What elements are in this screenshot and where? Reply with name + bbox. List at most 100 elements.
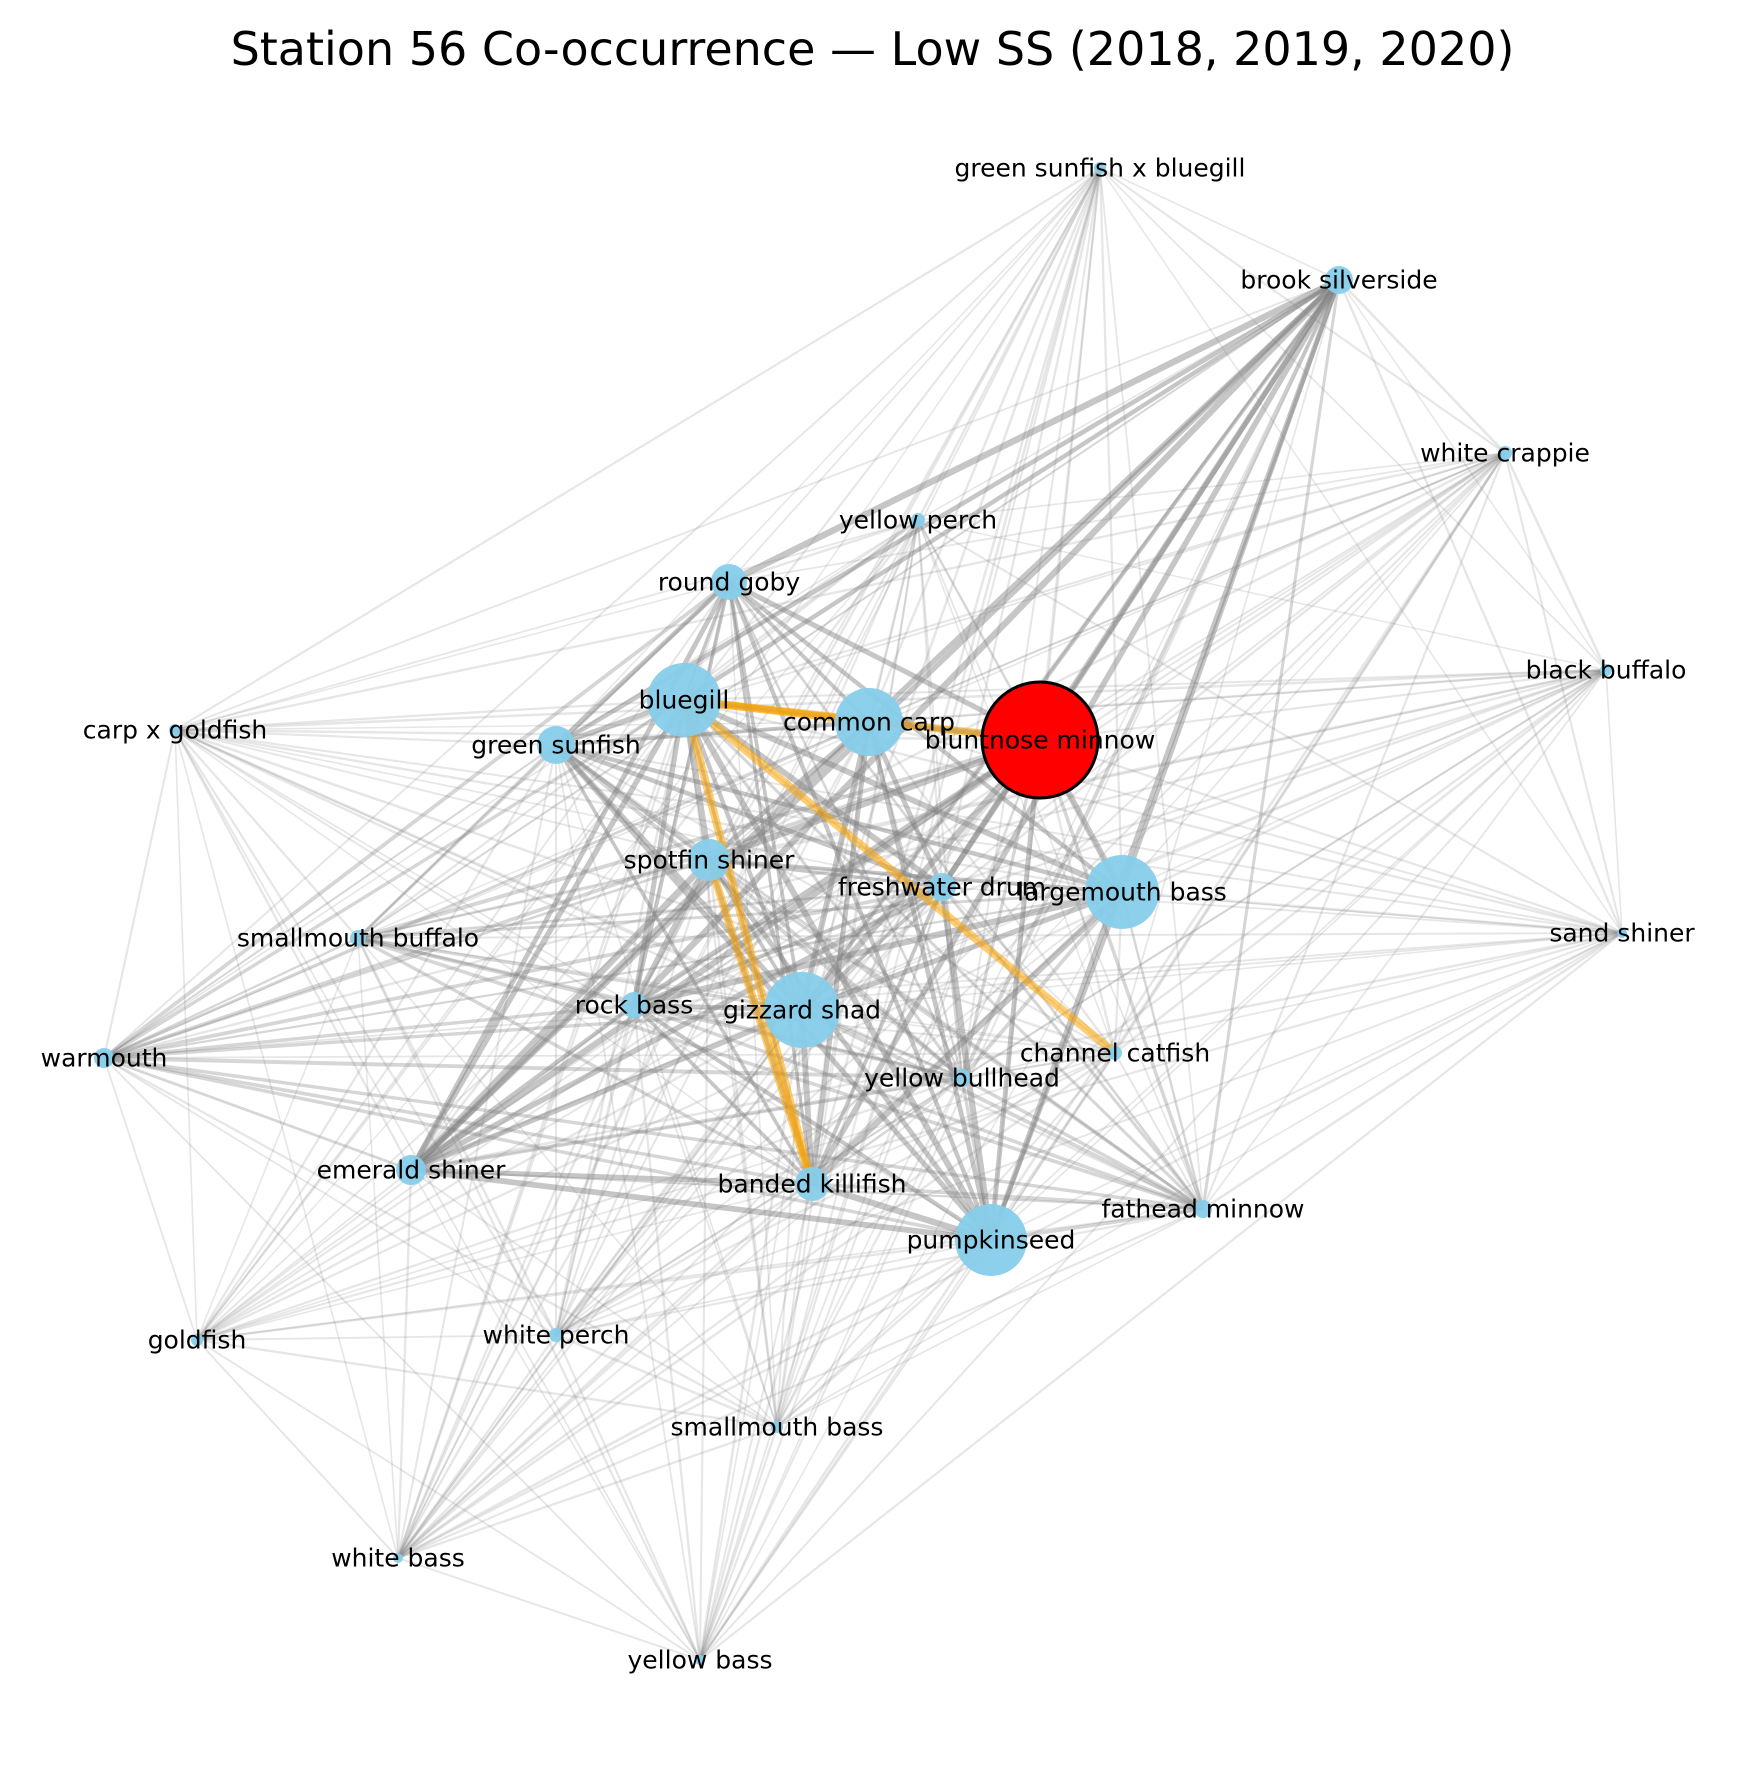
node-green-sunfish-x-bluegill[interactable] xyxy=(1094,162,1106,174)
edge-black-buffalo-smallmouth-bass xyxy=(776,669,1607,1428)
edge-sand-shiner-fathead-minnow xyxy=(1202,931,1623,1211)
edge-yellow-perch-round-goby xyxy=(728,518,919,584)
chart-title: Station 56 Co-occurrence — Low SS (2018,… xyxy=(230,22,1515,76)
edge-bluntnose-minnow-rock-bass xyxy=(632,737,1042,1008)
node-gizzard-shad[interactable] xyxy=(764,972,840,1048)
edge-largemouth-bass-white-perch xyxy=(555,891,1123,1336)
node-green-sunfish[interactable] xyxy=(537,726,575,764)
edge-smallmouth-buffalo-yellow-bass xyxy=(356,937,702,1661)
edge-white-crappie-pumpkinseed xyxy=(989,452,1507,1241)
edge-black-buffalo-yellow-bass xyxy=(699,669,1607,1661)
edge-green-sunfish-white-bass xyxy=(397,744,557,1559)
node-emerald-shiner[interactable] xyxy=(396,1155,426,1185)
edge-sand-shiner-yellow-bass xyxy=(699,932,1623,1661)
node-largemouth-bass[interactable] xyxy=(1085,855,1159,929)
edge-bluntnose-minnow-sand-shiner xyxy=(1039,738,1623,935)
node-banded-killifish[interactable] xyxy=(795,1167,829,1201)
edge-bluegill-carp-x-goldfish xyxy=(174,698,685,732)
node-yellow-perch[interactable] xyxy=(911,513,925,527)
edge-yellow-bullhead-fathead-minnow xyxy=(961,1076,1204,1211)
edge-spotfin-shiner-yellow-bullhead xyxy=(707,858,964,1080)
edge-carp-x-goldfish-gizzard-shad xyxy=(174,729,803,1011)
edge-white-crappie-gizzard-shad xyxy=(801,452,1506,1011)
node-label-carp-x-goldfish: carp x goldfish xyxy=(83,716,268,745)
edge-white-crappie-freshwater-drum xyxy=(941,452,1506,888)
edge-emerald-shiner-goldfish xyxy=(196,1169,412,1341)
edge-rock-bass-fathead-minnow xyxy=(633,1003,1204,1211)
edge-yellow-perch-black-buffalo xyxy=(917,519,1607,671)
edge-green-sunfish-x-bluegill-yellow-bullhead xyxy=(961,167,1101,1079)
node-common-carp[interactable] xyxy=(835,688,903,756)
edge-gizzard-shad-channel-catfish xyxy=(801,1009,1116,1054)
edge-smallmouth-bass-white-bass xyxy=(397,1425,778,1560)
node-smallmouth-bass[interactable] xyxy=(771,1421,783,1433)
node-brook-silverside[interactable] xyxy=(1325,266,1353,294)
edge-white-crappie-round-goby xyxy=(728,452,1506,583)
edge-smallmouth-buffalo-rock-bass xyxy=(357,936,635,1007)
edge-sand-shiner-goldfish xyxy=(196,931,1623,1342)
edge-rock-bass-smallmouth-bass xyxy=(633,1004,778,1428)
edge-bluntnose-minnow-gizzard-shad xyxy=(799,737,1043,1013)
node-label-pumpkinseed: pumpkinseed xyxy=(907,1226,1076,1255)
edge-brook-silverside-black-buffalo xyxy=(1338,279,1607,671)
node-bluegill[interactable] xyxy=(647,663,721,737)
edge-sand-shiner-warmouth xyxy=(103,932,1623,1059)
node-white-crappie[interactable] xyxy=(1498,446,1512,460)
edge-common-carp-white-perch xyxy=(555,721,870,1336)
node-yellow-bullhead[interactable] xyxy=(953,1069,971,1087)
node-label-freshwater-drum: freshwater drum xyxy=(838,873,1046,902)
edge-smallmouth-buffalo-banded-killifish xyxy=(357,936,813,1186)
edge-bluegill-smallmouth-bass xyxy=(682,699,779,1428)
node-warmouth[interactable] xyxy=(94,1048,114,1068)
edge-banded-killifish-fathead-minnow xyxy=(811,1182,1204,1211)
edge-spotfin-shiner-rock-bass xyxy=(631,858,712,1007)
node-pumpkinseed[interactable] xyxy=(955,1204,1027,1276)
edge-spotfin-shiner-smallmouth-buffalo xyxy=(357,858,710,940)
node-carp-x-goldfish[interactable] xyxy=(169,724,181,736)
node-goldfish[interactable] xyxy=(191,1334,203,1346)
edge-black-buffalo-warmouth xyxy=(103,668,1607,1060)
edge-brook-silverside-white-bass xyxy=(397,279,1340,1559)
node-label-sand-shiner: sand shiner xyxy=(1549,919,1695,948)
node-sand-shiner[interactable] xyxy=(1617,928,1627,938)
node-yellow-bass[interactable] xyxy=(695,1655,705,1665)
node-bluntnose-minnow[interactable] xyxy=(980,680,1100,800)
edge-warmouth-pumpkinseed xyxy=(103,1056,992,1242)
highlight-edge-bluegill-banded-killifish xyxy=(680,698,816,1186)
node-spotfin-shiner[interactable] xyxy=(688,839,730,881)
node-label-common-carp: common carp xyxy=(783,708,955,737)
node-label-bluntnose-minnow: bluntnose minnow xyxy=(925,726,1156,755)
edge-gizzard-shad-white-perch xyxy=(555,1009,803,1336)
node-fathead-minnow[interactable] xyxy=(1194,1200,1212,1218)
edge-yellow-bullhead-banded-killifish xyxy=(811,1077,963,1185)
node-smallmouth-buffalo[interactable] xyxy=(350,930,366,946)
node-black-buffalo[interactable] xyxy=(1600,664,1612,676)
node-label-smallmouth-bass: smallmouth bass xyxy=(671,1413,884,1442)
edge-channel-catfish-yellow-bass xyxy=(699,1052,1116,1661)
node-label-yellow-bullhead: yellow bullhead xyxy=(864,1064,1060,1093)
edge-black-buffalo-white-perch xyxy=(555,669,1607,1336)
node-round-goby[interactable] xyxy=(711,564,747,600)
edge-bluegill-white-bass xyxy=(396,699,686,1559)
edge-bluegill-gizzard-shad xyxy=(681,699,805,1011)
edge-white-crappie-yellow-bass xyxy=(698,452,1507,1661)
edge-rock-bass-warmouth xyxy=(103,1003,635,1060)
edge-yellow-perch-common-carp xyxy=(867,519,920,723)
node-rock-bass[interactable] xyxy=(621,992,647,1018)
edge-black-buffalo-fathead-minnow xyxy=(1202,669,1607,1210)
edge-pumpkinseed-goldfish xyxy=(196,1238,992,1342)
edge-black-buffalo-gizzard-shad xyxy=(801,669,1607,1011)
edge-rock-bass-emerald-shiner xyxy=(409,1003,636,1172)
edge-yellow-perch-smallmouth-buffalo xyxy=(357,519,919,939)
edge-goldfish-white-perch xyxy=(196,1334,557,1341)
node-label-smallmouth-buffalo: smallmouth buffalo xyxy=(237,924,479,953)
edge-freshwater-drum-warmouth xyxy=(103,885,943,1060)
node-white-perch[interactable] xyxy=(549,1328,563,1342)
edge-white-perch-yellow-bass xyxy=(555,1334,701,1661)
edge-brook-silverside-sand-shiner xyxy=(1337,279,1624,934)
node-channel-catfish[interactable] xyxy=(1108,1046,1122,1060)
node-white-bass[interactable] xyxy=(393,1553,403,1563)
edge-largemouth-bass-white-bass xyxy=(397,891,1123,1559)
edge-gizzard-shad-warmouth xyxy=(103,1008,803,1060)
node-freshwater-drum[interactable] xyxy=(928,873,956,901)
